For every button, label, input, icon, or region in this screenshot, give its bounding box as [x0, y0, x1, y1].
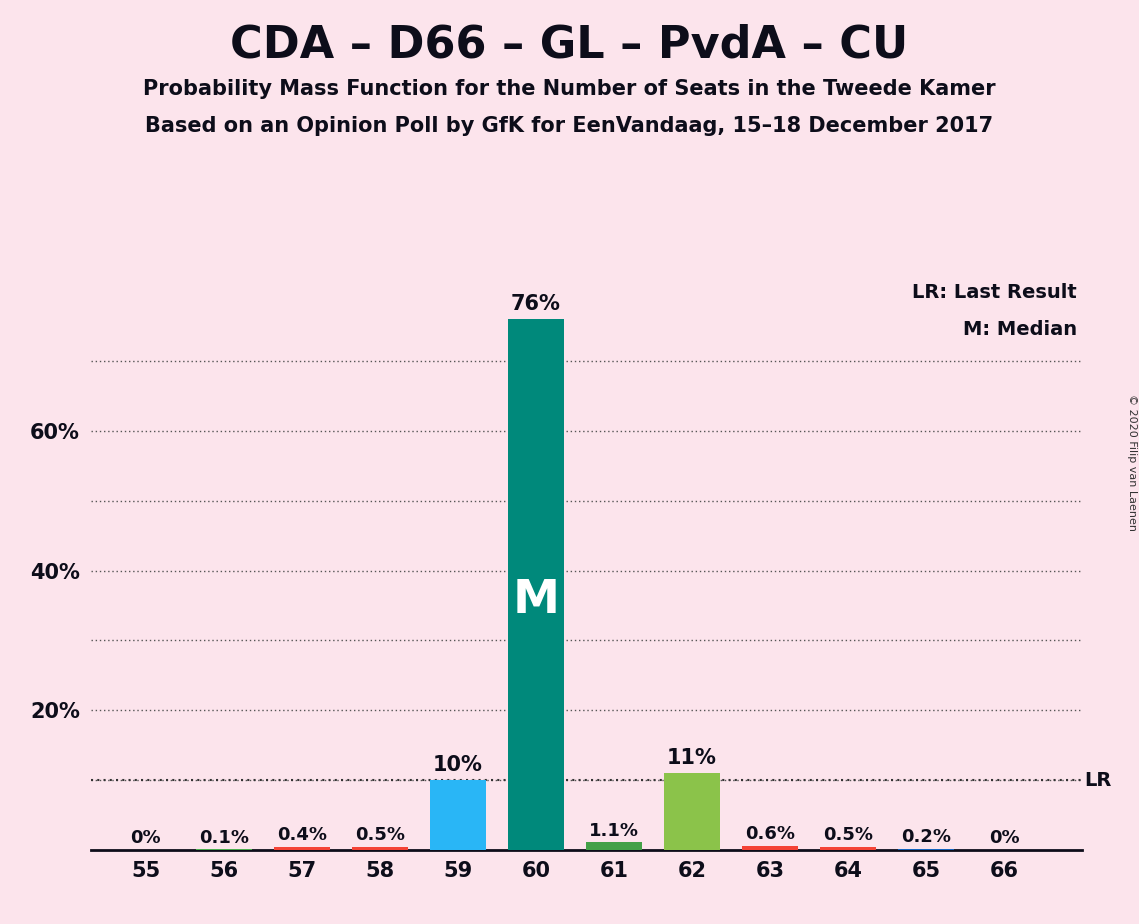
Text: 0.2%: 0.2%	[901, 828, 951, 845]
Text: LR: LR	[1084, 771, 1112, 790]
Text: Probability Mass Function for the Number of Seats in the Tweede Kamer: Probability Mass Function for the Number…	[144, 79, 995, 99]
Text: 0.6%: 0.6%	[745, 825, 795, 843]
Bar	[664, 773, 720, 850]
Text: 76%: 76%	[511, 294, 560, 313]
Bar	[508, 319, 564, 850]
Bar	[898, 848, 954, 850]
Bar	[429, 780, 486, 850]
Text: CDA – D66 – GL – PvdA – CU: CDA – D66 – GL – PvdA – CU	[230, 23, 909, 67]
Text: 0%: 0%	[131, 829, 161, 847]
Text: 0.5%: 0.5%	[355, 826, 404, 844]
Text: 0.1%: 0.1%	[199, 829, 248, 846]
Text: 0.4%: 0.4%	[277, 826, 327, 845]
Text: LR: Last Result: LR: Last Result	[912, 283, 1077, 302]
Text: 0%: 0%	[989, 829, 1019, 847]
Bar	[273, 847, 330, 850]
Text: 0.5%: 0.5%	[823, 826, 872, 844]
Text: 1.1%: 1.1%	[589, 821, 639, 840]
Text: M: M	[513, 578, 559, 623]
Text: 11%: 11%	[667, 748, 716, 768]
Bar	[820, 846, 876, 850]
Text: Based on an Opinion Poll by GfK for EenVandaag, 15–18 December 2017: Based on an Opinion Poll by GfK for EenV…	[146, 116, 993, 136]
Text: © 2020 Filip van Laenen: © 2020 Filip van Laenen	[1126, 394, 1137, 530]
Bar	[585, 843, 642, 850]
Bar	[741, 845, 798, 850]
Text: 10%: 10%	[433, 755, 483, 774]
Text: M: Median: M: Median	[962, 321, 1077, 339]
Bar	[352, 846, 408, 850]
